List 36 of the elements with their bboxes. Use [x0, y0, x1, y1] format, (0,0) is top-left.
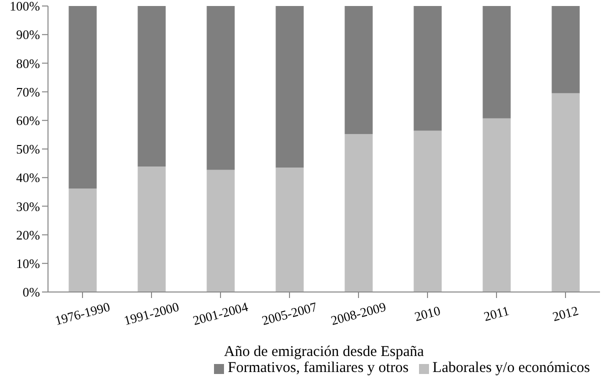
bar [414, 130, 442, 292]
bar [482, 6, 511, 118]
bar [344, 134, 373, 292]
bar [276, 168, 304, 292]
bar [344, 6, 373, 134]
x-tick-label: 2011 [482, 302, 511, 324]
bar [206, 170, 235, 292]
y-tick-label: 30% [16, 198, 40, 214]
x-tick-label: 2012 [550, 302, 580, 324]
x-tick-label: 1976-1990 [53, 298, 112, 328]
bar [68, 6, 97, 188]
bar [68, 188, 97, 292]
y-tick-label: 10% [16, 256, 40, 272]
bar [482, 118, 511, 292]
y-tick-label: 0% [22, 284, 40, 300]
legend-label: Formativos, familiares y otros [228, 360, 409, 376]
y-tick-label: 40% [16, 170, 40, 186]
bar [206, 6, 235, 170]
x-tick-label: 2008-2009 [329, 298, 388, 328]
bar [138, 166, 166, 292]
x-tick-label: 2010 [412, 302, 442, 324]
bar [552, 6, 580, 94]
legend-label: Laborales y/o económicos [432, 360, 590, 376]
bar [138, 6, 166, 166]
bar [552, 93, 580, 292]
bar [414, 6, 442, 131]
y-tick-label: 60% [16, 113, 40, 128]
y-tick-label: 80% [16, 56, 40, 71]
x-axis-title: Año de emigración desde España [224, 344, 424, 360]
x-tick-label: 1991-2000 [122, 298, 181, 328]
y-tick-label: 90% [16, 27, 40, 42]
y-tick-label: 20% [16, 227, 40, 242]
y-tick-label: 50% [16, 142, 40, 157]
y-tick-label: 70% [16, 84, 40, 100]
bar [276, 6, 304, 168]
y-tick-label: 100% [10, 0, 40, 14]
